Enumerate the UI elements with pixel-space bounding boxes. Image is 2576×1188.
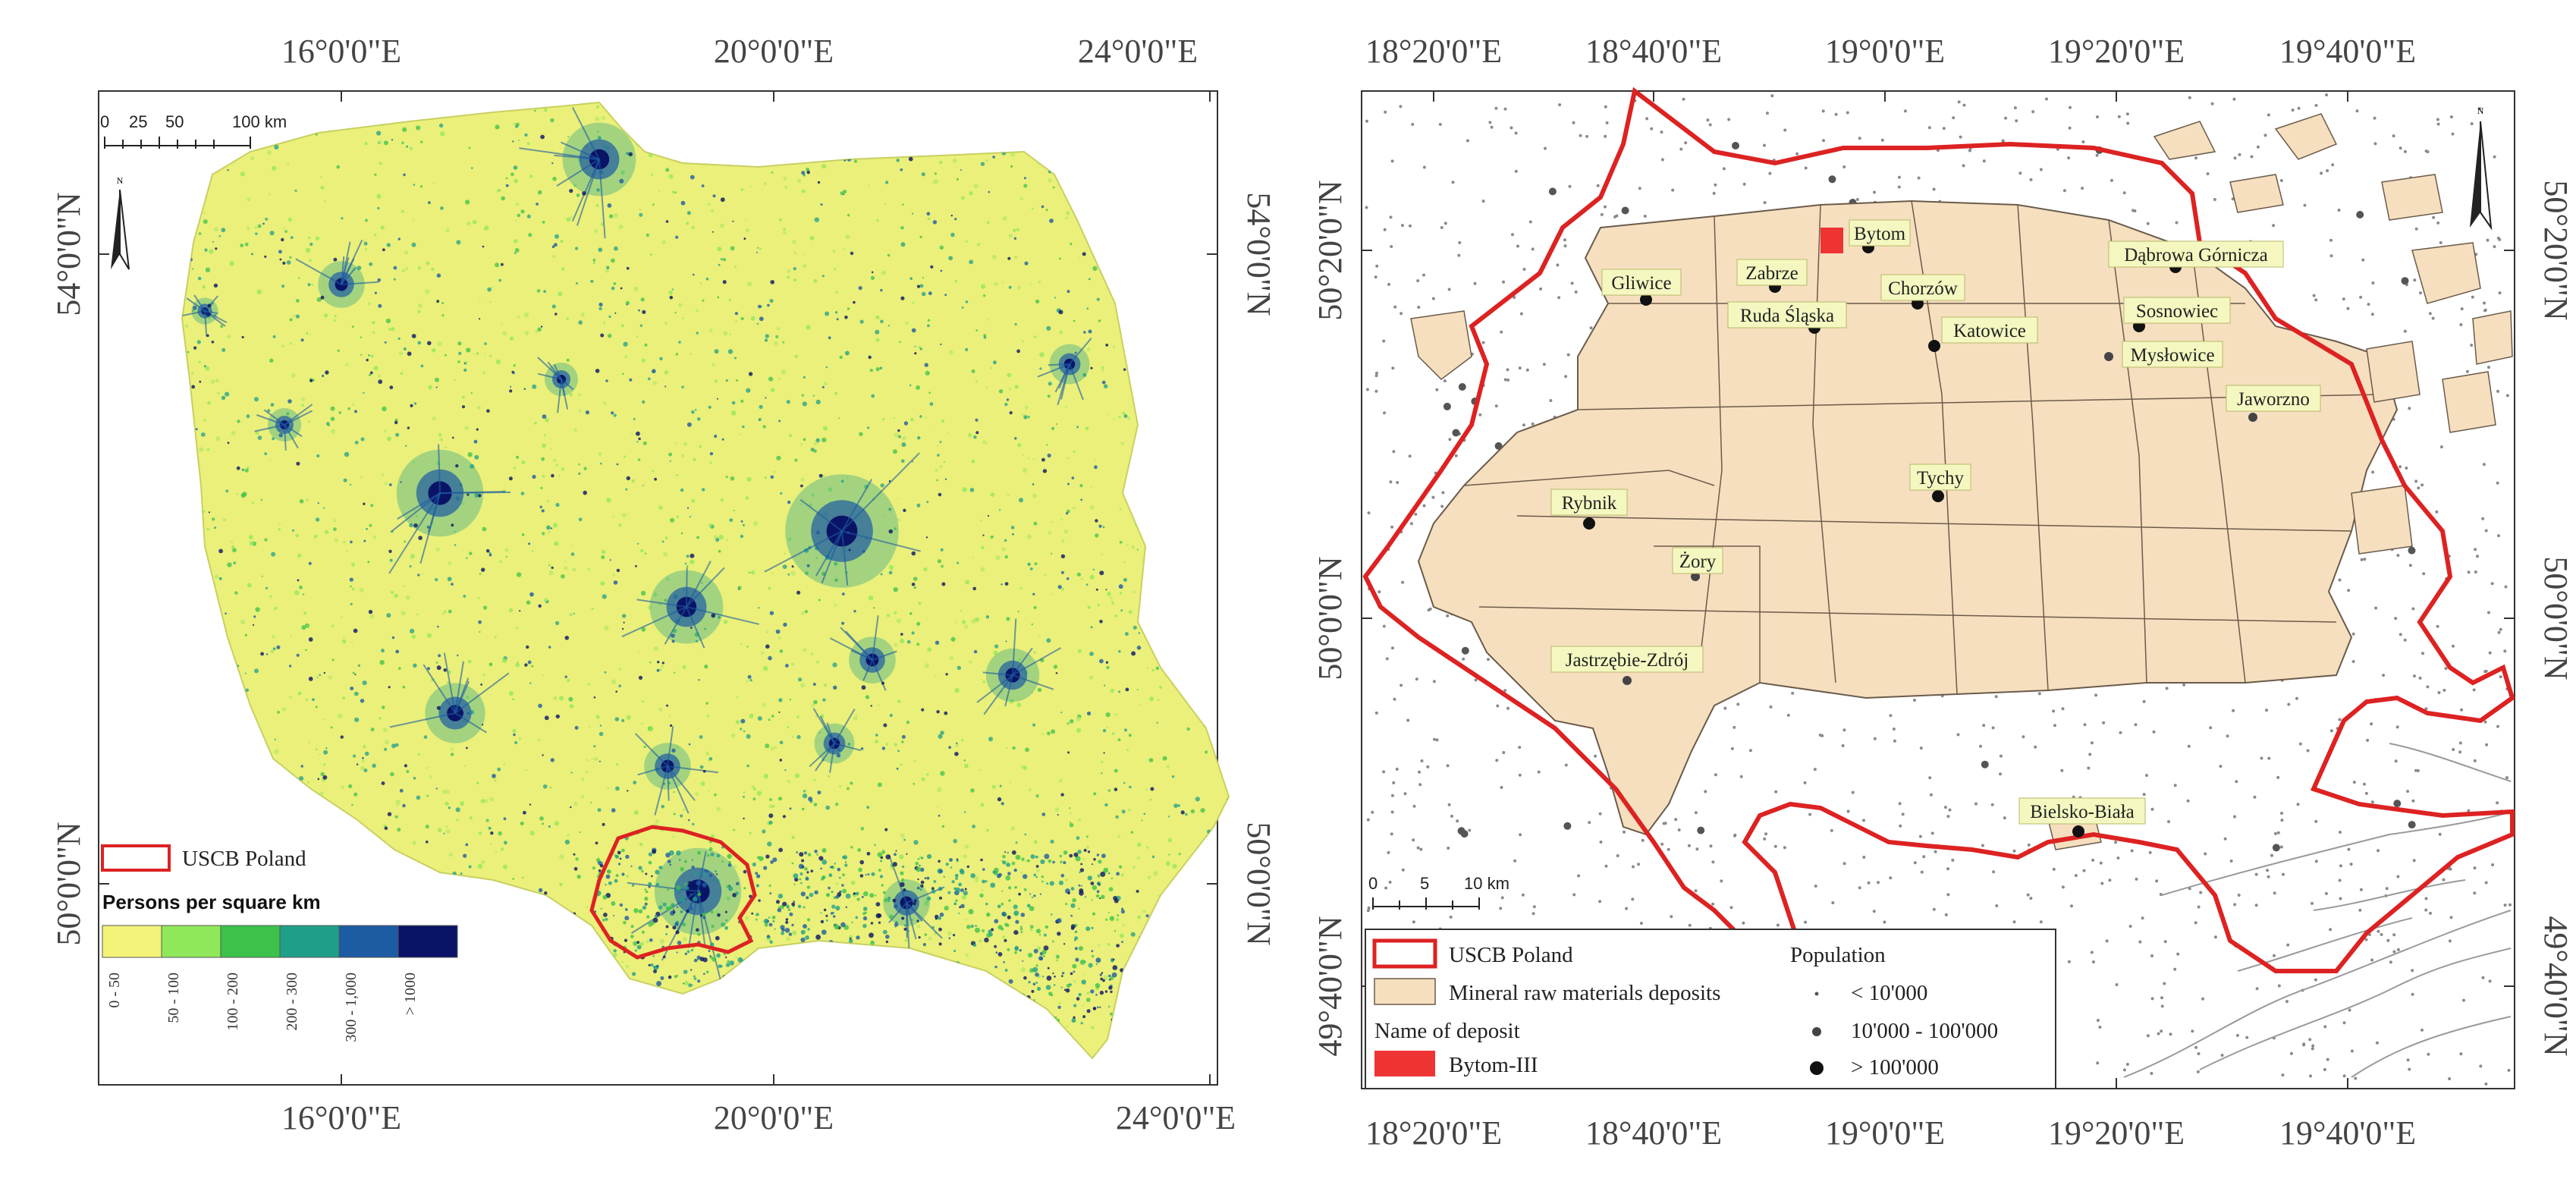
r-bottom-tick: 19°20'0"E xyxy=(2048,1114,2185,1152)
pop-medium-label: 10'000 - 100'000 xyxy=(1851,1019,1998,1043)
scale-label: 25 xyxy=(129,112,147,131)
r-bottom-tick: 19°0'0"E xyxy=(1825,1114,1945,1152)
density-class-label: 300 - 1,000 xyxy=(343,973,360,1042)
legend-deposit-heading: Name of deposit xyxy=(1374,1019,1520,1043)
r-left-tick: 50°0'0"N xyxy=(1312,556,1349,680)
r-bottom-tick: 18°20'0"E xyxy=(1365,1114,1502,1152)
density-class-swatch xyxy=(162,926,221,957)
legend-population-heading: Population xyxy=(1790,943,1886,967)
uscb-map-svg: Bytom Dąbrowa Górnicza Zabrze Gliwice Ch… xyxy=(1290,0,2576,1184)
density-class-label: 100 - 200 xyxy=(225,973,241,1031)
left-side-tick-label: 54°0'0"N xyxy=(50,192,87,316)
left-top-tick-label: 16°0'0"E xyxy=(281,33,401,70)
scale-label: 5 xyxy=(1420,874,1429,893)
legend-title: Persons per square km xyxy=(102,891,321,913)
density-class-swatch xyxy=(221,926,280,957)
scale-label: 100 km xyxy=(232,112,287,131)
density-class-label: 0 - 50 xyxy=(106,973,123,1008)
density-class-label: 50 - 100 xyxy=(165,973,182,1023)
poland-map-svg: 16°0'0"E 20°0'0"E 24°0'0"E 16°0'0"E 20°0… xyxy=(0,0,1282,1184)
r-top-tick: 19°20'0"E xyxy=(2048,33,2185,70)
left-bottom-tick-label: 24°0'0"E xyxy=(1116,1099,1236,1136)
poland-population-map: 16°0'0"E 20°0'0"E 24°0'0"E 16°0'0"E 20°0… xyxy=(0,0,1282,1184)
pop-large-symbol xyxy=(1810,1061,1824,1075)
r-top-tick: 18°40'0"E xyxy=(1585,33,1722,70)
r-top-tick: 19°0'0"E xyxy=(1825,33,1945,70)
density-class-swatch xyxy=(339,926,398,957)
left-top-tick-label: 24°0'0"E xyxy=(1078,33,1198,70)
right-side-tick-label: 54°0'0"N xyxy=(1240,192,1277,316)
r-bottom-tick: 18°40'0"E xyxy=(1585,1114,1722,1152)
right-side-tick-label: 50°0'0"N xyxy=(1240,822,1277,945)
density-class-swatch xyxy=(280,926,339,957)
density-class-swatch xyxy=(102,926,162,957)
legend-boundary-label: USCB Poland xyxy=(1449,943,1573,967)
r-top-tick: 19°40'0"E xyxy=(2279,33,2416,70)
r-left-tick: 50°20'0"N xyxy=(1312,180,1349,320)
left-top-tick-label: 20°0'0"E xyxy=(714,33,834,70)
left-bottom-tick-label: 20°0'0"E xyxy=(714,1099,834,1136)
r-right-tick: 50°0'0"N xyxy=(2537,556,2574,680)
pop-small-label: < 10'000 xyxy=(1851,981,1927,1005)
density-class-swatch xyxy=(398,926,457,957)
pop-small-symbol xyxy=(1815,992,1819,996)
uscb-deposits-map: Bytom Dąbrowa Górnicza Zabrze Gliwice Ch… xyxy=(1290,0,2576,1184)
scale-label: 0 xyxy=(100,112,109,131)
r-top-tick: 18°20'0"E xyxy=(1365,33,1502,70)
svg-text:N: N xyxy=(117,175,124,186)
left-side-tick-label: 50°0'0"N xyxy=(50,822,87,945)
pop-medium-symbol xyxy=(1812,1027,1821,1036)
legend-deposits-swatch xyxy=(1374,979,1435,1004)
legend-deposits-label: Mineral raw materials deposits xyxy=(1449,981,1720,1005)
right-legend: USCB Poland Mineral raw materials deposi… xyxy=(1365,929,2056,1089)
density-class-label: > 1000 xyxy=(402,973,419,1015)
scale-label: 0 xyxy=(1368,874,1378,893)
r-bottom-tick: 19°40'0"E xyxy=(2279,1114,2416,1152)
pop-large-label: > 100'000 xyxy=(1851,1055,1939,1080)
scale-label: 50 xyxy=(165,112,184,131)
scale-label: 10 km xyxy=(1464,874,1509,893)
bytom-iii-deposit xyxy=(1820,228,1843,253)
left-bottom-tick-label: 16°0'0"E xyxy=(281,1099,401,1136)
legend-bytom-label: Bytom-III xyxy=(1449,1053,1538,1077)
r-right-tick: 50°20'0"N xyxy=(2537,180,2574,320)
legend-bytom-swatch xyxy=(1374,1051,1435,1076)
r-left-tick: 49°40'0"N xyxy=(1312,916,1349,1056)
density-class-label: 200 - 300 xyxy=(284,973,300,1031)
r-right-tick: 49°40'0"N xyxy=(2537,916,2574,1056)
legend-boundary-label: USCB Poland xyxy=(182,847,306,871)
